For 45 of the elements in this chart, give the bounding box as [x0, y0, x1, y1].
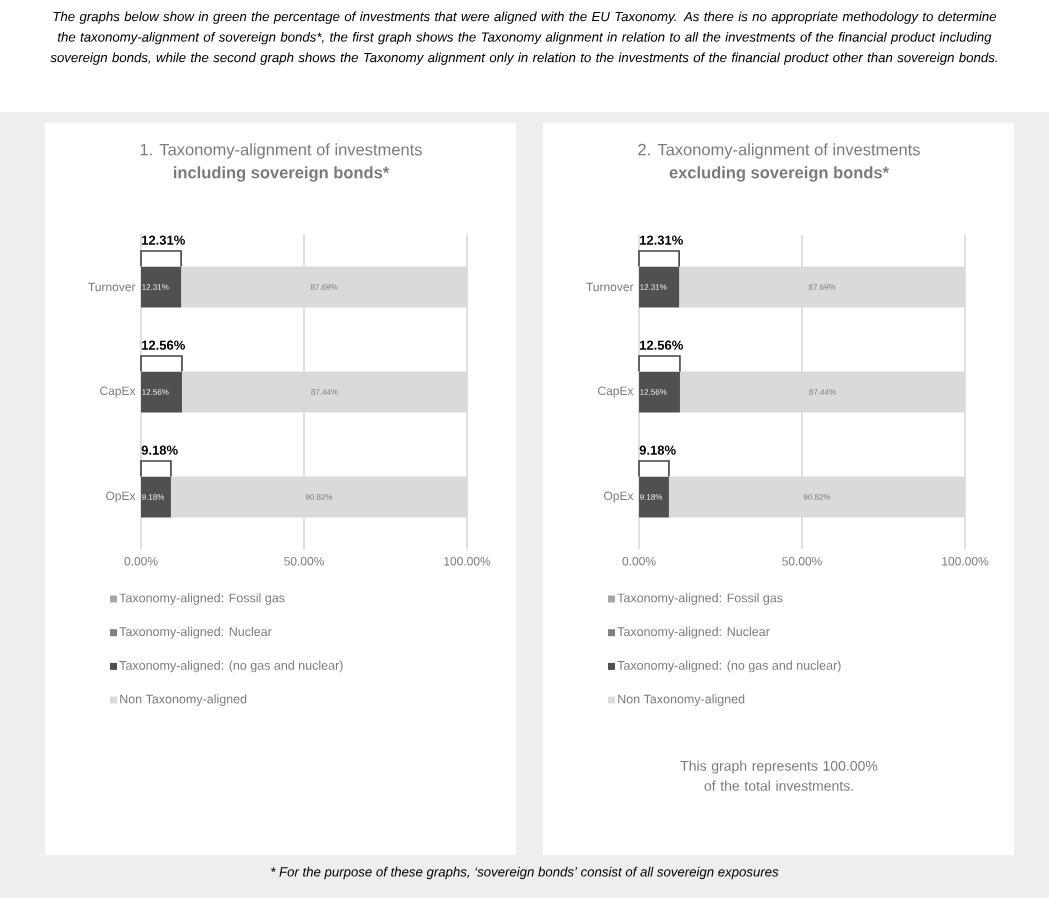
- y-tick-label: Turnover: [88, 282, 136, 292]
- y-tick-label: CapEx: [100, 386, 136, 398]
- annotation: 9.18%: [639, 445, 676, 455]
- y-tick-label: OpEx: [604, 491, 634, 503]
- data-label: 87.44%: [311, 389, 338, 395]
- legend-label: Taxonomy-aligned: (no gas and nuclear): [617, 660, 841, 673]
- text: This graph represents 100.00% of the total investments.: [680, 760, 878, 791]
- data-label: 12.31%: [142, 284, 169, 290]
- y-tick-label: Turnover: [586, 282, 634, 292]
- chart-subtitle: including sovereign bonds*: [173, 166, 390, 182]
- y-tick-label: CapEx: [598, 386, 634, 398]
- annotation: 12.31%: [142, 235, 185, 245]
- x-tick-label: 50.00%: [284, 557, 324, 566]
- annotation: 12.56%: [640, 340, 683, 350]
- data-label: 90.82%: [305, 494, 333, 500]
- annotation: 12.31%: [640, 235, 683, 245]
- legend-label: Non Taxonomy-aligned: [120, 694, 247, 706]
- chart-title: 1. Taxonomy-alignment of investments: [140, 143, 422, 159]
- legend-label: Taxonomy-aligned: (no gas and nuclear): [119, 660, 343, 673]
- x-tick-label: 0.00%: [124, 557, 158, 566]
- data-label: 9.18%: [142, 494, 165, 500]
- data-label: 87.69%: [310, 284, 338, 290]
- legend-label: Non Taxonomy-aligned: [618, 694, 745, 706]
- data-label: 12.31%: [640, 284, 667, 290]
- annotation: 12.56%: [142, 340, 185, 350]
- legend-label: Taxonomy-aligned: Fossil gas: [617, 593, 783, 605]
- data-label: 87.69%: [808, 284, 836, 290]
- x-tick-label: 100.00%: [942, 557, 989, 566]
- data-label: 90.82%: [803, 494, 831, 500]
- data-label: 12.56%: [142, 389, 169, 395]
- chart-subtitle: excluding sovereign bonds*: [669, 166, 890, 182]
- legend-label: Taxonomy-aligned: Fossil gas: [119, 593, 285, 605]
- legend-label: Taxonomy-aligned: Nuclear: [617, 626, 770, 639]
- legend-label: Taxonomy-aligned: Nuclear: [119, 626, 272, 639]
- x-tick-label: 0.00%: [622, 557, 656, 566]
- data-label: 12.56%: [640, 389, 667, 395]
- text: The graphs below show in green the percentage of investments that were aligned with the EU Taxonomy. As there is no appropriate methodology to determine the taxonomy-alignment of sovereign bonds*, the first graph shows the Taxonomy alignment in relation to all the investments of the financial product including sovereign bonds, while the second graph shows the Taxonomy alignment only in relation to the investments of the financial product other than sovereign bonds.: [50, 11, 997, 65]
- text: * For the purpose of these graphs, ‘sovereign bonds’ consist of all sovereign exposures: [271, 866, 779, 880]
- y-tick-label: OpEx: [106, 491, 136, 503]
- data-label: 9.18%: [640, 494, 663, 500]
- x-tick-label: 50.00%: [782, 557, 822, 566]
- chart-title: 2. Taxonomy-alignment of investments: [638, 143, 920, 159]
- annotation: 9.18%: [141, 445, 178, 455]
- data-label: 87.44%: [809, 389, 836, 395]
- x-tick-label: 100.00%: [444, 557, 491, 566]
